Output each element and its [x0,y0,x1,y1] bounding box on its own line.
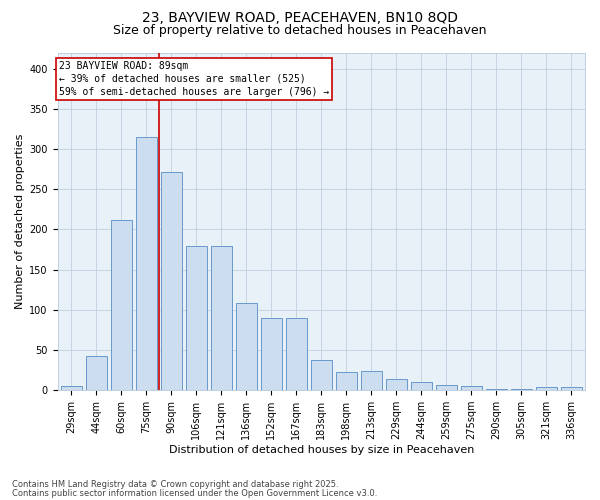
Bar [61,386,82,390]
Bar [236,302,257,390]
Bar [136,137,157,390]
Bar [560,387,582,390]
Bar [386,379,407,390]
Text: Size of property relative to detached houses in Peacehaven: Size of property relative to detached ho… [113,24,487,37]
Bar [436,386,457,390]
Bar [86,356,107,390]
Text: Contains HM Land Registry data © Crown copyright and database right 2025.: Contains HM Land Registry data © Crown c… [12,480,338,489]
X-axis label: Distribution of detached houses by size in Peacehaven: Distribution of detached houses by size … [169,445,474,455]
Bar [410,382,432,390]
Y-axis label: Number of detached properties: Number of detached properties [15,134,25,309]
Bar [485,388,507,390]
Bar [361,371,382,390]
Bar [260,318,282,390]
Bar [185,246,207,390]
Bar [110,220,132,390]
Bar [211,246,232,390]
Bar [286,318,307,390]
Text: 23 BAYVIEW ROAD: 89sqm
← 39% of detached houses are smaller (525)
59% of semi-de: 23 BAYVIEW ROAD: 89sqm ← 39% of detached… [59,60,329,97]
Bar [461,386,482,390]
Text: 23, BAYVIEW ROAD, PEACEHAVEN, BN10 8QD: 23, BAYVIEW ROAD, PEACEHAVEN, BN10 8QD [142,11,458,25]
Bar [335,372,357,390]
Bar [511,388,532,390]
Bar [161,172,182,390]
Bar [536,387,557,390]
Bar [311,360,332,390]
Text: Contains public sector information licensed under the Open Government Licence v3: Contains public sector information licen… [12,488,377,498]
